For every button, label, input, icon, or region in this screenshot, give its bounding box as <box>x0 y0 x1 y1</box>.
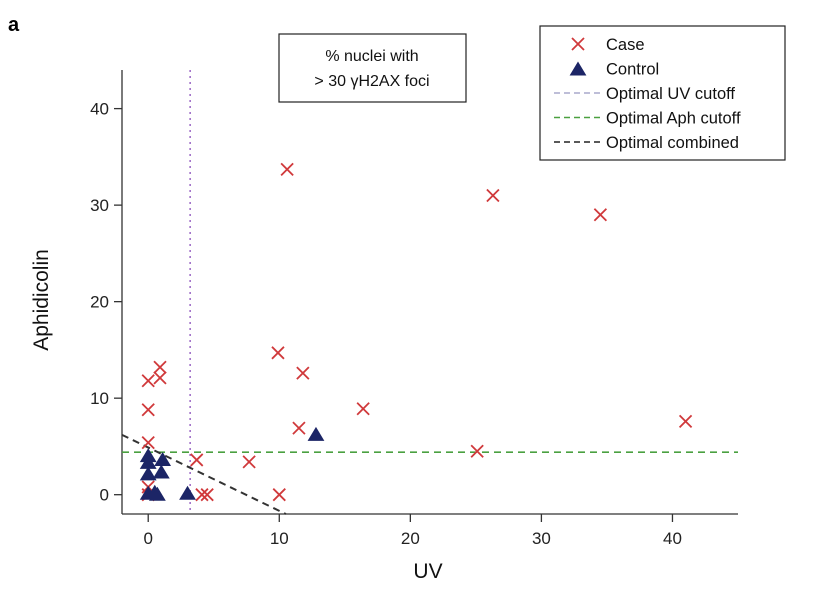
case-point-10-stroke-b <box>356 402 370 416</box>
case-point-3-stroke-b <box>593 208 608 222</box>
case-point-15-stroke-b <box>190 453 204 467</box>
case-point-9 <box>141 403 155 417</box>
y-tick-label-0: 0 <box>100 486 109 505</box>
reference-lines <box>121 70 738 515</box>
case-point-10 <box>356 402 370 416</box>
case-point-4-stroke-b <box>271 346 285 360</box>
case-point-21 <box>272 488 286 502</box>
case-point-13-stroke-b <box>141 435 155 450</box>
annotation-line-2: > 30 γH2AX foci <box>314 73 429 90</box>
case-point-16-stroke-b <box>242 455 256 469</box>
axes: 0 10 20 30 40 0 10 20 30 40 <box>90 70 738 548</box>
x-tick-label-0: 0 <box>143 529 152 548</box>
case-point-21-stroke-b <box>272 488 286 502</box>
case-point-5 <box>153 360 167 374</box>
case-point-7-stroke-b <box>153 371 167 385</box>
control-point-3 <box>139 454 157 469</box>
y-tick-label-10: 10 <box>90 389 109 408</box>
annotation-line-1: % nuclei with <box>325 48 418 65</box>
case-point-9-stroke-b <box>141 403 155 417</box>
x-tick-label-40: 40 <box>663 529 682 548</box>
y-tick-label-20: 20 <box>90 293 109 312</box>
axis-labels: UV Aphidicolin <box>30 249 443 583</box>
legend-item-2-label: Control <box>606 61 659 79</box>
case-point-6-stroke-b <box>141 374 155 388</box>
case-point-1-stroke-b <box>280 162 294 177</box>
legend-item-1-symbol <box>571 37 585 51</box>
x-axis-label: UV <box>413 560 442 583</box>
case-point-2 <box>486 188 500 203</box>
legend-item-1-symbol-stroke-b <box>571 37 585 51</box>
legend-item-1-label: Case <box>606 36 645 54</box>
case-point-3 <box>593 208 608 222</box>
x-tick-label-10: 10 <box>270 529 289 548</box>
data-points <box>139 162 693 502</box>
case-point-7 <box>153 371 167 385</box>
case-point-19 <box>195 488 209 502</box>
case-point-20-stroke-b <box>200 488 214 502</box>
legend-item-4-label: Optimal Aph cutoff <box>606 110 741 128</box>
case-point-8-stroke-b <box>296 366 310 380</box>
case-point-13 <box>141 435 155 450</box>
case-point-16 <box>242 455 256 469</box>
case-point-8 <box>296 366 310 380</box>
legend-item-3-label: Optimal UV cutoff <box>606 85 735 103</box>
y-tick-label-40: 40 <box>90 100 109 119</box>
control-point-1 <box>307 426 325 441</box>
case-point-6 <box>141 374 155 388</box>
control-point-10 <box>179 485 196 500</box>
reference-line-3 <box>121 433 287 515</box>
control-point-6 <box>152 464 170 479</box>
control-point-9 <box>148 486 166 501</box>
control-point-5 <box>139 466 157 481</box>
case-point-14-stroke-b <box>470 444 484 458</box>
case-point-4 <box>271 346 285 360</box>
legend: Case Control Optimal UV cutoff Optimal Aph … <box>539 25 786 161</box>
panel-label: a <box>8 14 20 36</box>
case-point-19-stroke-b <box>195 488 209 502</box>
case-point-5-stroke-b <box>153 360 167 374</box>
case-point-12 <box>292 421 306 435</box>
case-point-12-stroke-b <box>292 421 306 435</box>
legend-item-5-label: Optimal combined <box>606 134 739 152</box>
x-tick-label-30: 30 <box>532 529 551 548</box>
case-point-20 <box>200 488 214 502</box>
case-point-1 <box>280 162 294 177</box>
case-point-11 <box>678 414 693 428</box>
x-tick-label-20: 20 <box>401 529 420 548</box>
y-axis-label: Aphidicolin <box>30 249 53 351</box>
case-point-2-stroke-b <box>486 188 500 203</box>
case-point-14 <box>470 444 484 458</box>
case-point-15 <box>190 453 204 467</box>
control-point-4 <box>154 451 172 466</box>
annotation-box: % nuclei with > 30 γH2AX foci <box>278 33 467 103</box>
legend-item-2-symbol <box>569 61 587 76</box>
case-point-11-stroke-b <box>678 414 693 428</box>
y-tick-label-30: 30 <box>90 196 109 215</box>
